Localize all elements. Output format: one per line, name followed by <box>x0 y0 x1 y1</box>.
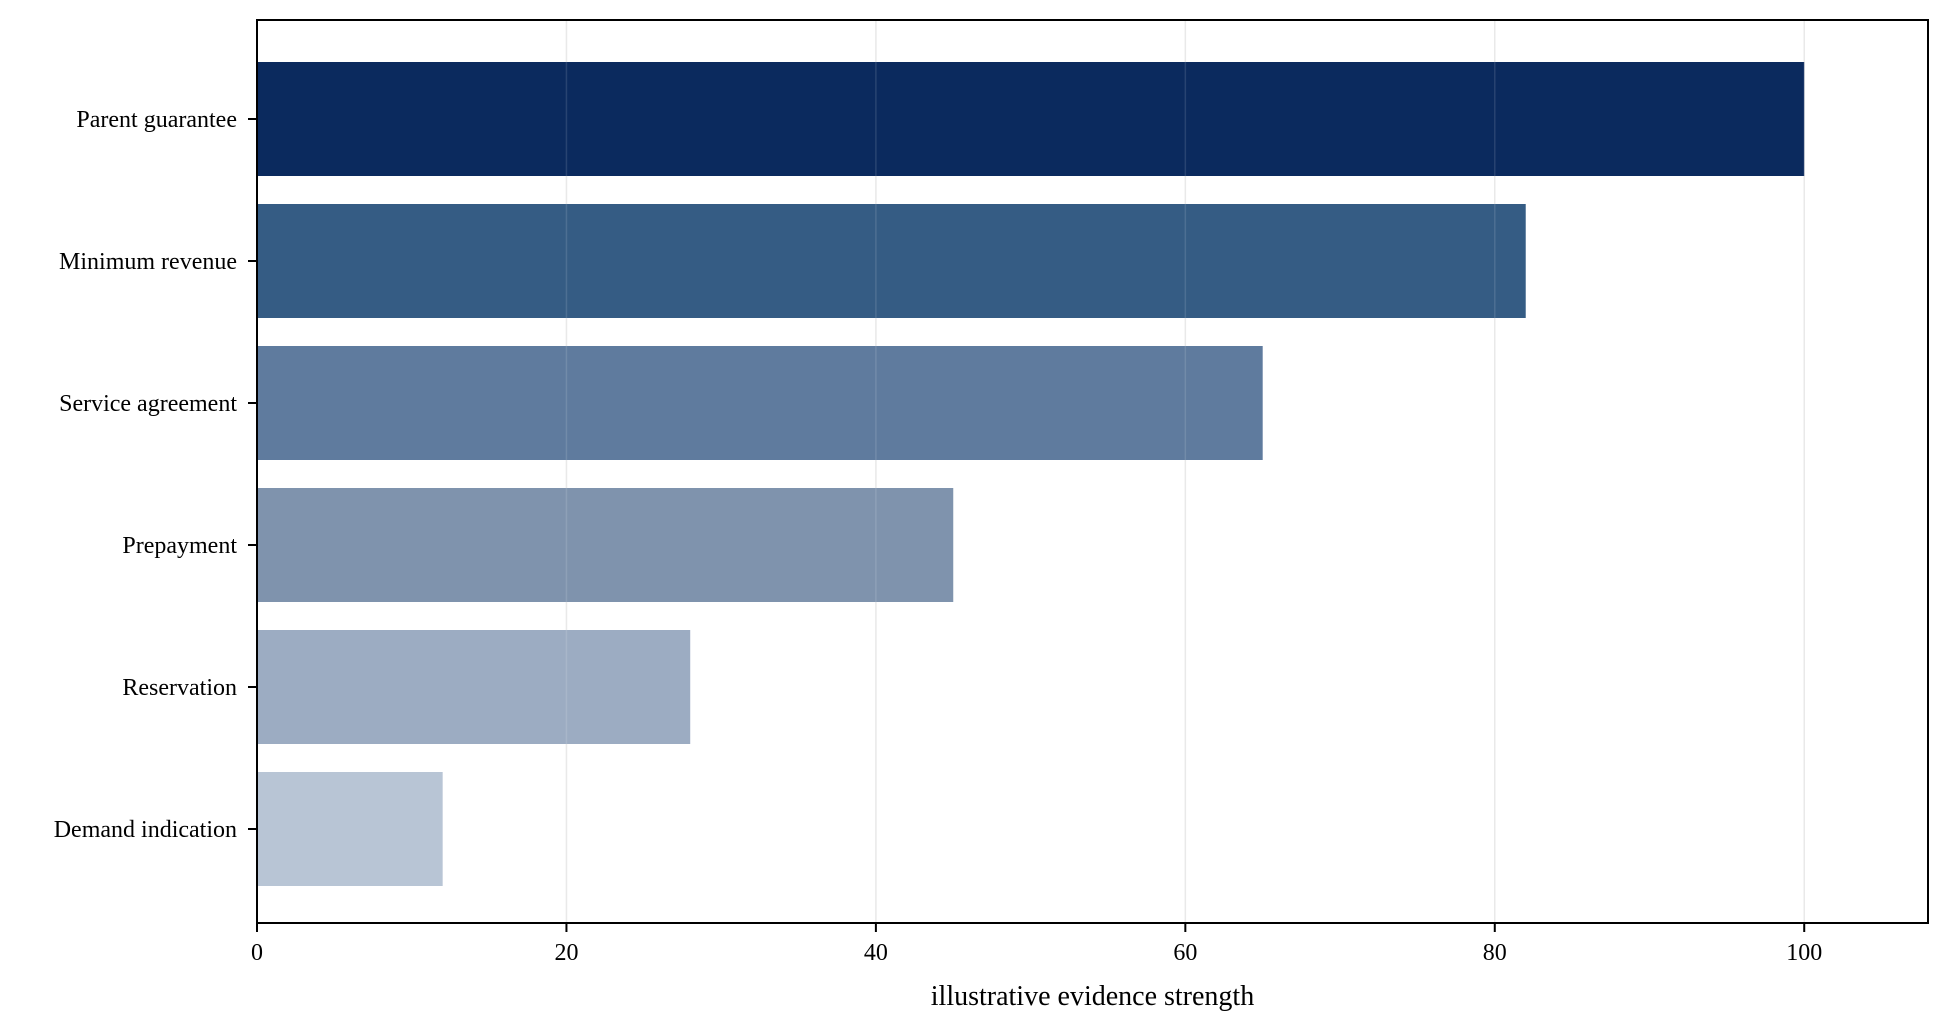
gridlines-overlay <box>565 20 1805 923</box>
x-tick-label-100: 100 <box>1786 940 1822 966</box>
bar-demand-indication <box>257 772 443 886</box>
x-tick-label-80: 80 <box>1483 940 1507 966</box>
x-tick-label-60: 60 <box>1173 940 1197 966</box>
x-tick-label-40: 40 <box>864 940 888 966</box>
y-tick-label-service-agreement: Service agreement <box>59 391 237 417</box>
x-axis-ticks: 0 20 40 60 80 100 <box>251 923 1822 966</box>
bar-prepayment <box>257 488 954 602</box>
bar-reservation <box>257 630 691 744</box>
bars <box>257 62 1805 886</box>
y-axis-ticks: Parent guarantee Minimum revenue Service a… <box>54 107 257 843</box>
bar-minimum-revenue <box>257 204 1526 318</box>
bar-service-agreement <box>257 346 1263 460</box>
plot-frame <box>256 19 1929 924</box>
x-axis-title: illustrative evidence strength <box>931 981 1254 1012</box>
bar-parent-guarantee <box>257 62 1805 176</box>
y-tick-label-reservation: Reservation <box>122 675 237 701</box>
y-tick-label-prepayment: Prepayment <box>122 533 237 559</box>
y-tick-label-demand-indication: Demand indication <box>54 817 237 843</box>
x-tick-label-20: 20 <box>554 940 578 966</box>
y-tick-label-parent-guarantee: Parent guarantee <box>76 107 237 133</box>
x-tick-label-0: 0 <box>251 940 263 966</box>
y-tick-label-minimum-revenue: Minimum revenue <box>59 249 237 275</box>
